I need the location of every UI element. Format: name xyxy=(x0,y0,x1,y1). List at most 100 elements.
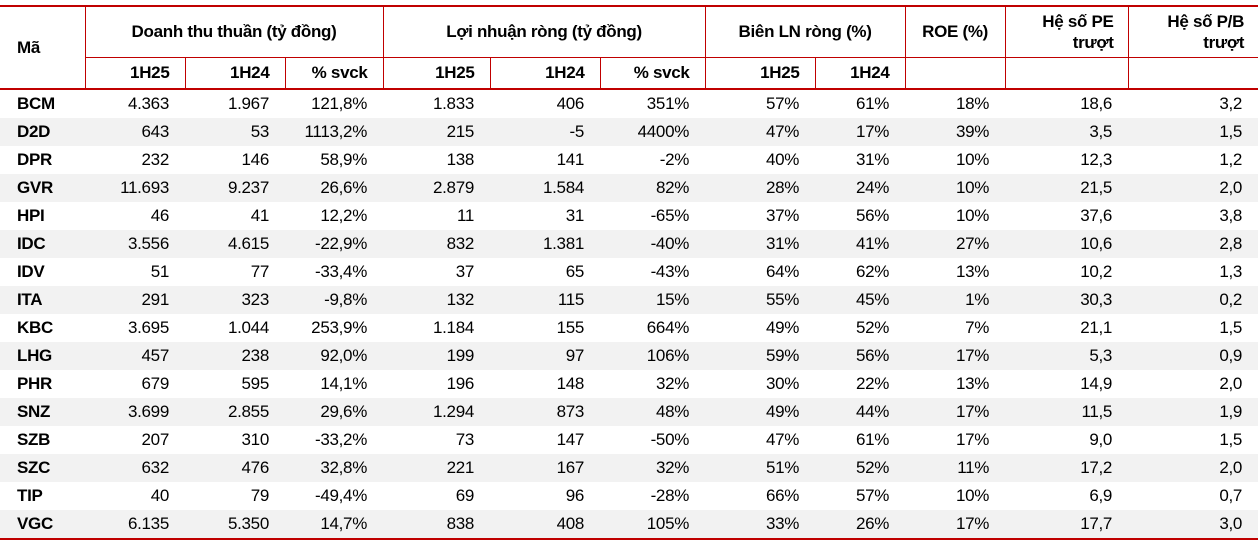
col-group-net-profit: Lợi nhuận ròng (tỷ đồng) xyxy=(382,5,706,58)
value-cell: 66% xyxy=(765,486,800,505)
value-cell: 1.184 xyxy=(432,318,475,337)
table-row: BCM 4.363 1.967 121,8% 1.833 406 351% 57% 61% 18%… xyxy=(0,89,1258,118)
value-cell: 146 xyxy=(241,150,270,169)
value-cell: 37% xyxy=(765,206,800,225)
value-cell: 56% xyxy=(855,206,890,225)
ticker-cell: HPI xyxy=(17,206,45,225)
value-cell: 10% xyxy=(955,150,990,169)
value-cell: 3,0 xyxy=(1128,510,1258,540)
value-cell: 5.350 xyxy=(185,510,285,540)
value-cell: 64% xyxy=(765,262,800,281)
value-cell: -9,8% xyxy=(324,290,368,309)
value-cell: 221 xyxy=(446,458,475,477)
value-cell: 155 xyxy=(556,318,585,337)
value-cell: 323 xyxy=(241,290,270,309)
value-cell: 9,0 xyxy=(1089,430,1113,449)
table-row: IDC 3.556 4.615 -22,9% 832 1.381 -40% 31% 41% 27%… xyxy=(0,230,1258,258)
value-cell: -40% xyxy=(650,234,690,253)
col-group-net-margin: Biên LN ròng (%) xyxy=(704,5,906,58)
value-cell: -5 xyxy=(569,122,585,141)
value-cell: 18% xyxy=(955,94,990,113)
table-row: SZB 207 310 -33,2% 73 147 -50% 47% 61% 17% 9,0 1,5 xyxy=(0,426,1258,454)
value-cell: 51 xyxy=(150,262,170,281)
ticker-cell: D2D xyxy=(17,122,51,141)
value-cell: 96 xyxy=(565,486,585,505)
value-cell: 643 xyxy=(141,122,170,141)
value-cell: 0,7 xyxy=(1219,486,1243,505)
value-cell: -22,9% xyxy=(314,234,368,253)
table-row: D2D 643 53 1113,2% 215 -5 4400% 47% 17% 39% 3,5 1,5 xyxy=(0,118,1258,146)
value-cell: 167 xyxy=(556,458,585,477)
value-cell: 207 xyxy=(141,430,170,449)
sub-header-roe-empty xyxy=(904,56,1006,90)
value-cell: 838 xyxy=(383,510,491,540)
sub-header-pe-empty xyxy=(1004,56,1129,90)
value-cell: 5,3 xyxy=(1089,346,1113,365)
table-row: GVR 11.693 9.237 26,6% 2.879 1.584 82% 28% 24% 10… xyxy=(0,174,1258,202)
value-cell: 14,7% xyxy=(285,510,384,540)
value-cell: 115 xyxy=(557,290,585,309)
value-cell: 27% xyxy=(955,234,990,253)
value-cell: 17% xyxy=(955,402,990,421)
table-row: DPR 232 146 58,9% 138 141 -2% 40% 31% 10% 12,3 1,2 xyxy=(0,146,1258,174)
value-cell: 147 xyxy=(556,430,585,449)
value-cell: 61% xyxy=(855,430,890,449)
value-cell: 39% xyxy=(955,122,990,141)
header-row-subcolumns: 1H25 1H24 % svck 1H25 1H24 % svck 1H25 1… xyxy=(0,56,1258,90)
value-cell: 476 xyxy=(241,458,270,477)
value-cell: 26,6% xyxy=(320,178,368,197)
header-row-groups: Mã Doanh thu thuần (tỷ đồng) Lợi nhuận r… xyxy=(0,5,1258,90)
value-cell: 2.855 xyxy=(227,402,269,421)
value-cell: 24% xyxy=(855,178,890,197)
ticker-cell: GVR xyxy=(17,178,53,197)
value-cell: 832 xyxy=(446,234,475,253)
value-cell: 62% xyxy=(855,262,890,281)
value-cell: 148 xyxy=(556,374,585,393)
value-cell: 11% xyxy=(957,458,990,477)
value-cell: 9.237 xyxy=(227,178,269,197)
value-cell: 310 xyxy=(241,430,270,449)
value-cell: 2,8 xyxy=(1219,234,1243,253)
value-cell: 49% xyxy=(765,318,800,337)
value-cell: 4.615 xyxy=(227,234,269,253)
value-cell: 3,5 xyxy=(1089,122,1113,141)
value-cell: 1.381 xyxy=(542,234,585,253)
value-cell: 51% xyxy=(765,458,800,477)
value-cell: 1,3 xyxy=(1219,262,1243,281)
value-cell: 73 xyxy=(455,430,475,449)
value-cell: 22% xyxy=(855,374,890,393)
ticker-cell: SNZ xyxy=(17,402,51,421)
value-cell: 33% xyxy=(705,510,816,540)
value-cell: 55% xyxy=(765,290,800,309)
ticker-cell: BCM xyxy=(17,94,55,113)
value-cell: 65 xyxy=(565,262,585,281)
value-cell: 15% xyxy=(655,290,690,309)
value-cell: 141 xyxy=(556,150,585,169)
sub-header-profit-yoy: % svck xyxy=(599,56,706,90)
value-cell: 18,6 xyxy=(1080,94,1113,113)
value-cell: 1.044 xyxy=(227,318,269,337)
value-cell: 1113,2% xyxy=(304,122,368,141)
table-row: SZC 632 476 32,8% 221 167 32% 51% 52% 11% 17,2 2,0 xyxy=(0,454,1258,482)
value-cell: 49% xyxy=(765,402,800,421)
value-cell: 31% xyxy=(765,234,800,253)
value-cell: 1,5 xyxy=(1219,430,1243,449)
financial-table: Mã Doanh thu thuần (tỷ đồng) Lợi nhuận r… xyxy=(0,5,1258,540)
value-cell: 11,5 xyxy=(1081,402,1113,421)
ticker-cell: SZB xyxy=(17,430,51,449)
value-cell: 10% xyxy=(955,206,990,225)
value-cell: 3.699 xyxy=(127,402,169,421)
value-cell: 40 xyxy=(150,486,170,505)
table-body: BCM 4.363 1.967 121,8% 1.833 406 351% 57% 61% 18%… xyxy=(0,89,1258,540)
col-header-roe: ROE (%) xyxy=(904,5,1006,58)
value-cell: 41% xyxy=(855,234,890,253)
value-cell: 3,2 xyxy=(1219,94,1243,113)
value-cell: 408 xyxy=(490,510,601,540)
value-cell: 12,2% xyxy=(320,206,368,225)
sub-header-pb-empty xyxy=(1127,56,1258,90)
value-cell: -2% xyxy=(659,150,690,169)
value-cell: 2,0 xyxy=(1219,178,1243,197)
value-cell: 1.967 xyxy=(227,94,269,113)
value-cell: -33,2% xyxy=(314,430,368,449)
ticker-cell: TIP xyxy=(17,486,43,505)
